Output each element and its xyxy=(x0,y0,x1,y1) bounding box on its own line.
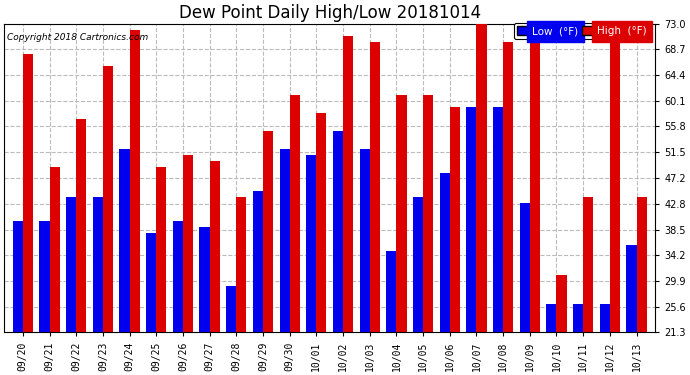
Title: Dew Point Daily High/Low 20181014: Dew Point Daily High/Low 20181014 xyxy=(179,4,481,22)
Bar xyxy=(172,221,183,332)
Bar xyxy=(413,197,423,332)
Bar xyxy=(263,131,273,332)
Bar xyxy=(103,66,113,332)
Bar xyxy=(39,221,50,332)
Text: Copyright 2018 Cartronics.com: Copyright 2018 Cartronics.com xyxy=(8,33,148,42)
Bar xyxy=(493,107,503,332)
Bar xyxy=(76,119,86,332)
Bar xyxy=(66,197,76,332)
Bar xyxy=(156,167,166,332)
Bar xyxy=(520,203,530,332)
Bar xyxy=(466,107,476,332)
Bar xyxy=(333,131,343,332)
Bar xyxy=(503,42,513,332)
Bar xyxy=(359,149,370,332)
Bar xyxy=(343,36,353,332)
Bar xyxy=(627,244,636,332)
Bar xyxy=(423,95,433,332)
Bar xyxy=(226,286,236,332)
Bar xyxy=(530,42,540,332)
Bar xyxy=(440,173,450,332)
Bar xyxy=(386,251,396,332)
Bar xyxy=(600,304,610,332)
Bar xyxy=(50,167,59,332)
Bar xyxy=(450,107,460,332)
Bar xyxy=(210,161,219,332)
Bar xyxy=(236,197,246,332)
Bar xyxy=(130,30,139,332)
Bar xyxy=(279,149,290,332)
Bar xyxy=(199,227,210,332)
Bar xyxy=(92,197,103,332)
Bar xyxy=(583,197,593,332)
Bar xyxy=(636,197,647,332)
Bar xyxy=(23,54,33,332)
Bar xyxy=(306,155,316,332)
Bar xyxy=(610,42,620,332)
Bar xyxy=(290,95,299,332)
Bar xyxy=(12,221,23,332)
Bar xyxy=(146,233,156,332)
Legend: Low  (°F), High  (°F): Low (°F), High (°F) xyxy=(513,23,650,39)
Bar xyxy=(119,149,130,332)
Bar xyxy=(476,18,486,332)
Bar xyxy=(546,304,556,332)
Bar xyxy=(370,42,380,332)
Bar xyxy=(253,191,263,332)
Bar xyxy=(573,304,583,332)
Bar xyxy=(396,95,406,332)
Bar xyxy=(556,274,566,332)
Bar xyxy=(183,155,193,332)
Bar xyxy=(316,113,326,332)
